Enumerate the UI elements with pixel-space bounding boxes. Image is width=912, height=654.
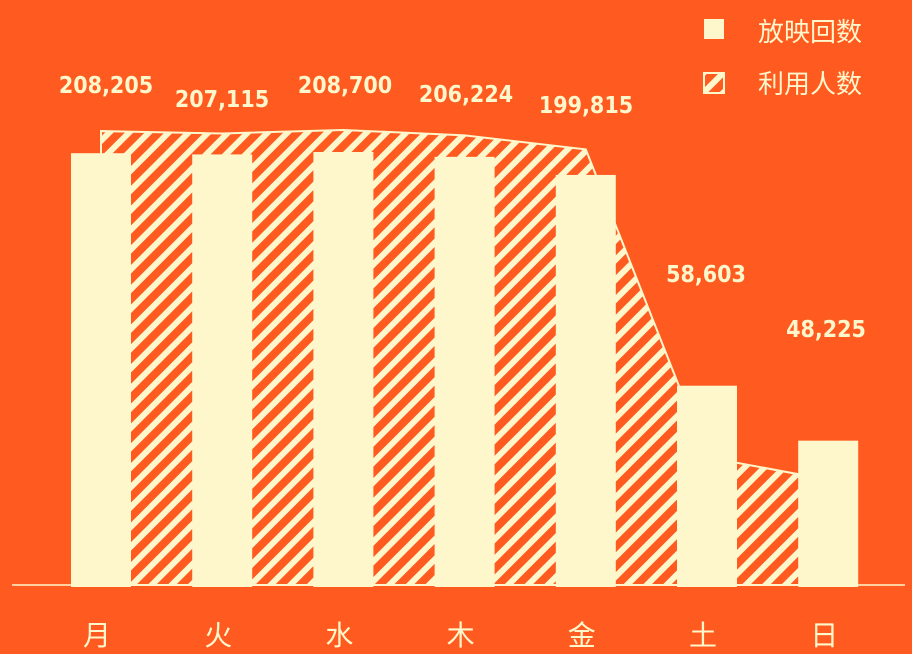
bar-6 (677, 385, 737, 587)
x-tick-label-6: 土 (689, 619, 717, 652)
screenings-bars (71, 152, 859, 587)
x-tick-label-4: 木 (447, 619, 475, 652)
legend-solid-swatch (704, 19, 724, 39)
bar-5 (555, 174, 616, 587)
x-tick-label-5: 金 (568, 619, 596, 652)
data-label-3: 208,700 (298, 73, 392, 99)
data-label-5: 199,815 (539, 93, 633, 119)
legend-label-visitors: 利用人数 (758, 70, 862, 100)
x-tick-label-7: 日 (810, 619, 838, 652)
x-axis-tick-labels: 月火水木金土日 (83, 619, 838, 652)
x-tick-label-2: 火 (204, 619, 232, 652)
legend-hatched-swatch (703, 72, 725, 94)
data-labels: 208,205 207,115 208,700 206,224 199,815 58,60… (59, 73, 866, 343)
data-label-2: 207,115 (175, 87, 269, 113)
bar-2 (192, 154, 253, 587)
legend: 放映回数 利用人数 (703, 18, 862, 100)
bar-3 (313, 152, 374, 587)
bar-4 (434, 156, 495, 587)
bar-7 (798, 440, 859, 587)
data-label-4: 206,224 (419, 82, 513, 108)
x-tick-label-1: 月 (83, 619, 111, 652)
bar-1 (71, 153, 131, 587)
data-label-7: 48,225 (786, 317, 866, 343)
legend-label-screenings: 放映回数 (758, 18, 862, 48)
data-label-1: 208,205 (59, 73, 153, 99)
x-tick-label-3: 水 (325, 619, 353, 652)
data-label-6: 58,603 (666, 262, 746, 288)
